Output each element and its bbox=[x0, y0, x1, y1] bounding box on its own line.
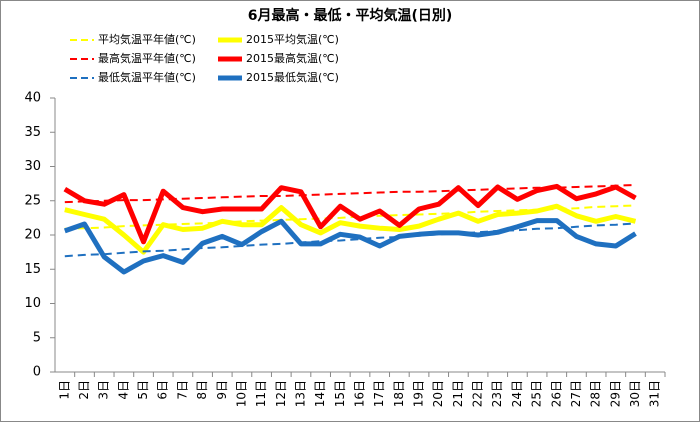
x-tick-label: 1日 bbox=[57, 380, 71, 400]
x-tick-label: 11日 bbox=[254, 380, 268, 407]
legend-label: 2015最低気温(℃) bbox=[246, 70, 339, 84]
x-tick-label: 3日 bbox=[97, 380, 111, 400]
x-tick-label: 15日 bbox=[333, 380, 347, 407]
x-tick-label: 28日 bbox=[589, 380, 603, 407]
series-line bbox=[63, 183, 637, 245]
x-tick-label: 14日 bbox=[313, 380, 327, 407]
x-tick-label: 21日 bbox=[451, 380, 465, 407]
x-tick-label: 9日 bbox=[215, 380, 229, 400]
y-tick-label: 40 bbox=[24, 91, 41, 106]
chart-title: 6月最高・最低・平均気温(日別) bbox=[248, 7, 453, 24]
legend-label: 最高気温平年値(℃) bbox=[98, 51, 196, 65]
legend-label: 平均気温平年値(℃) bbox=[98, 32, 196, 46]
x-tick-label: 27日 bbox=[569, 380, 583, 407]
y-tick-label: 20 bbox=[24, 228, 41, 243]
y-tick-label: 10 bbox=[24, 296, 41, 311]
x-tick-label: 10日 bbox=[234, 380, 248, 407]
x-tick-label: 13日 bbox=[293, 380, 307, 407]
series-line bbox=[63, 218, 637, 275]
x-tick-label: 19日 bbox=[412, 380, 426, 407]
x-tick-label: 17日 bbox=[372, 380, 386, 407]
x-tick-label: 4日 bbox=[116, 380, 130, 400]
x-tick-label: 23日 bbox=[490, 380, 504, 407]
series-line bbox=[64, 203, 637, 255]
legend-label: 2015平均気温(℃) bbox=[246, 32, 339, 46]
y-tick-label: 35 bbox=[24, 125, 41, 140]
y-tick-label: 15 bbox=[24, 262, 41, 277]
y-tick-label: 25 bbox=[24, 193, 41, 208]
x-tick-label: 12日 bbox=[274, 380, 288, 407]
x-tick-label: 2日 bbox=[77, 380, 91, 400]
legend-label: 2015最高気温(℃) bbox=[246, 51, 339, 65]
x-tick-label: 8日 bbox=[195, 380, 209, 400]
x-tick-label: 31日 bbox=[648, 380, 662, 407]
series-line bbox=[64, 204, 636, 230]
x-tick-label: 24日 bbox=[510, 380, 524, 407]
y-tick-label: 30 bbox=[24, 159, 41, 174]
x-tick-label: 6日 bbox=[156, 380, 170, 400]
x-tick-label: 18日 bbox=[392, 380, 406, 407]
y-tick-label: 0 bbox=[33, 365, 41, 380]
legend-label: 最低気温平年値(℃) bbox=[98, 70, 196, 84]
x-tick-label: 22日 bbox=[471, 380, 485, 407]
x-tick-label: 20日 bbox=[431, 380, 445, 407]
x-tick-label: 26日 bbox=[549, 380, 563, 407]
x-tick-label: 25日 bbox=[530, 380, 544, 407]
y-tick-label: 5 bbox=[33, 330, 41, 345]
x-tick-label: 7日 bbox=[175, 380, 189, 400]
x-tick-label: 5日 bbox=[136, 380, 150, 400]
x-tick-label: 29日 bbox=[608, 380, 622, 407]
x-tick-label: 30日 bbox=[628, 380, 642, 407]
x-tick-label: 16日 bbox=[353, 380, 367, 407]
series-line bbox=[64, 222, 636, 258]
